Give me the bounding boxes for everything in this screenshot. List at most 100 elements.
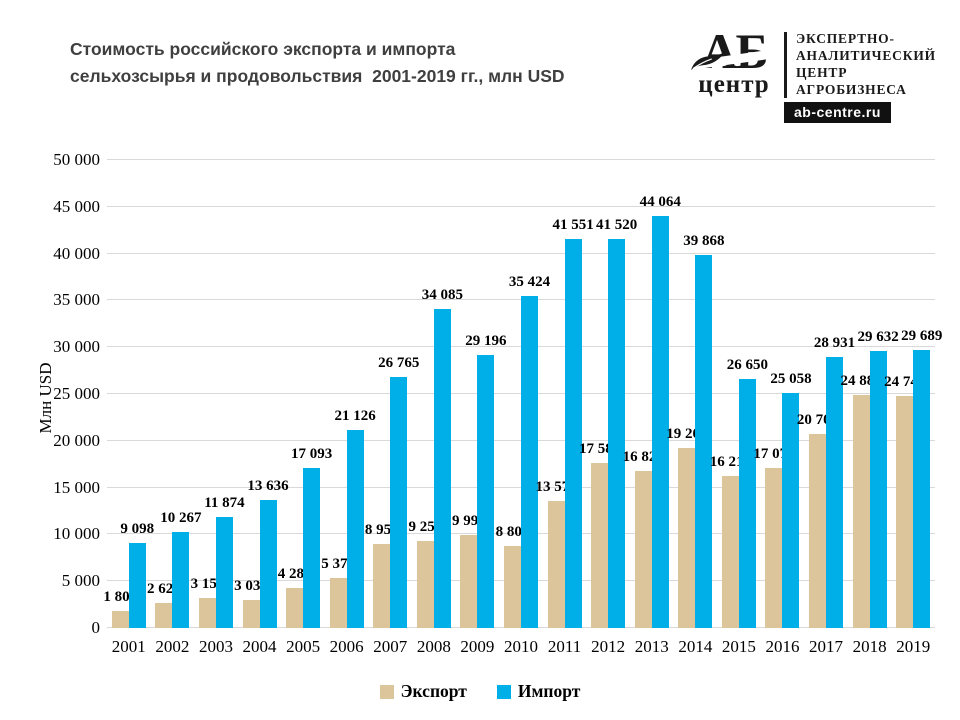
bar-export-2002: [155, 603, 173, 628]
legend-swatch-export: [379, 684, 394, 699]
bar-label-import-2018: 29 632: [857, 328, 899, 345]
bar-label-export-2007: 8 959: [364, 522, 399, 539]
bar-label-export-2010: 8 809: [495, 523, 530, 540]
chart-title: Стоимость российского экспорта и импорта…: [70, 36, 670, 90]
bar-export-2005: [286, 587, 304, 628]
chart-legend: Экспорт Импорт: [0, 681, 960, 702]
legend-swatch-import: [496, 684, 511, 699]
bar-label-import-2015: 26 650: [726, 356, 769, 373]
bar-export-2011: [547, 500, 565, 628]
x-label-2007: 2007: [373, 637, 408, 656]
x-axis-labels: 2001 2002 2003 2004 2005 2006 2007 2008 2009 2010…: [107, 637, 935, 659]
y-tick-50000: 50 000: [53, 150, 100, 169]
logo-org-line1: ЭКСПЕРТНО-: [796, 31, 895, 46]
bar-label-export-2006: 5 375: [321, 555, 356, 572]
bar-import-2018: [869, 350, 887, 628]
y-tick-10000: 10 000: [53, 524, 100, 544]
x-label-2014: 2014: [678, 637, 713, 656]
bar-export-2015: [721, 476, 739, 628]
plot-area: 1 805 9 098 2 628 10 267 3 156 11 874 3 036 13 …: [103, 159, 942, 628]
bar-import-2019: [913, 350, 931, 628]
logo-org-name: ЭКСПЕРТНО- АНАЛИТИЧЕСКИЙ ЦЕНТР АГРОБИЗНЕ…: [796, 30, 946, 98]
logo-org-line4: АГРОБИЗНЕСА: [796, 82, 907, 97]
x-label-2003: 2003: [198, 637, 233, 656]
bar-label-import-2017: 28 931: [813, 335, 856, 352]
y-tick-45000: 45 000: [53, 196, 100, 216]
bar-export-2017: [809, 434, 827, 628]
bar-export-2009: [460, 534, 478, 628]
x-label-2001: 2001: [111, 637, 146, 656]
bar-export-2004: [242, 599, 260, 628]
bar-label-import-2011: 41 551: [552, 217, 594, 234]
bar-import-2008: [433, 308, 451, 628]
y-tick-35000: 35 000: [53, 290, 100, 310]
logo-website: ab-centre.ru: [784, 102, 891, 123]
bar-import-2002: [172, 531, 190, 628]
x-label-2006: 2006: [329, 637, 364, 656]
gridline-45000: [107, 205, 935, 207]
legend-label-import: Импорт: [517, 681, 581, 701]
bar-label-import-2012: 41 520: [596, 217, 638, 234]
logo-divider: [784, 32, 787, 98]
x-label-2010: 2010: [504, 637, 538, 656]
logo-mark: АБ центр: [685, 26, 781, 98]
bar-label-import-2019: 29 689: [901, 328, 943, 345]
bar-export-2018: [852, 395, 870, 628]
bar-export-2007: [373, 544, 391, 628]
x-label-2004: 2004: [242, 637, 277, 656]
bar-export-2010: [504, 545, 521, 628]
x-label-2018: 2018: [852, 637, 887, 656]
bar-export-2013: [634, 470, 652, 628]
bar-label-export-2004: 3 036: [234, 577, 268, 594]
gridline-40000: [107, 252, 935, 254]
chart-title-line1: Стоимость российского экспорта и импорта: [70, 39, 456, 59]
bar-label-import-2003: 11 874: [204, 494, 245, 511]
y-tick-0: 0: [91, 618, 101, 637]
y-tick-25000: 25 000: [53, 384, 100, 403]
legend-label-export: Экспорт: [400, 681, 467, 701]
logo-org-line3: ЦЕНТР: [796, 65, 848, 80]
bar-import-2009: [477, 354, 495, 628]
chart-title-line2: сельхозсырья и продовольствия 2001-2019 …: [70, 66, 565, 86]
bar-label-import-2001: 9 098: [120, 520, 155, 537]
bar-label-import-2008: 34 085: [421, 286, 463, 303]
leaf-icon: [685, 48, 781, 71]
bar-label-import-2010: 35 424: [508, 274, 551, 291]
bar-import-2006: [346, 430, 364, 628]
bar-label-import-2013: 44 064: [639, 193, 681, 210]
bar-label-import-2014: 39 868: [683, 232, 725, 249]
bar-label-import-2006: 21 126: [334, 408, 376, 425]
bar-export-2019: [896, 396, 914, 628]
legend-item-import: Импорт: [496, 681, 581, 702]
bar-export-2006: [329, 577, 347, 628]
x-label-2019: 2019: [896, 637, 931, 656]
ab-centre-logo: АБ центр ЭКСПЕРТНО- АНАЛИТИЧЕСКИЙ ЦЕНТР …: [685, 26, 942, 126]
bar-label-import-2005: 17 093: [290, 446, 333, 463]
bar-label-export-2005: 4 285: [277, 565, 312, 582]
y-tick-15000: 15 000: [53, 477, 100, 497]
y-axis-ticks: 0 5 000 10 000 15 000 20 000 25 000 30 000 35 0…: [20, 150, 100, 637]
bar-label-import-2009: 29 196: [465, 332, 507, 349]
bar-export-2003: [198, 598, 216, 628]
x-label-2009: 2009: [460, 637, 495, 656]
x-label-2017: 2017: [809, 637, 844, 656]
bar-label-import-2016: 25 058: [770, 371, 812, 388]
bar-import-2001: [128, 542, 146, 628]
x-label-2002: 2002: [155, 637, 190, 656]
x-label-2016: 2016: [765, 637, 800, 656]
bar-import-2014: [695, 254, 713, 628]
bar-label-export-2002: 2 628: [146, 581, 181, 598]
y-tick-30000: 30 000: [53, 337, 100, 357]
bar-import-2007: [390, 377, 408, 628]
bar-export-2016: [765, 468, 783, 628]
bar-label-export-2009: 9 990: [452, 512, 486, 529]
bar-label-import-2007: 26 765: [378, 355, 420, 372]
legend-item-export: Экспорт: [379, 681, 467, 702]
bar-import-2017: [826, 357, 844, 628]
bar-label-export-2003: 3 156: [190, 576, 225, 593]
bar-export-2008: [416, 541, 434, 628]
bar-import-2012: [608, 239, 626, 628]
x-label-2012: 2012: [591, 637, 626, 656]
logo-centre-text: центр: [698, 71, 770, 98]
bar-label-import-2004: 13 636: [247, 478, 289, 495]
